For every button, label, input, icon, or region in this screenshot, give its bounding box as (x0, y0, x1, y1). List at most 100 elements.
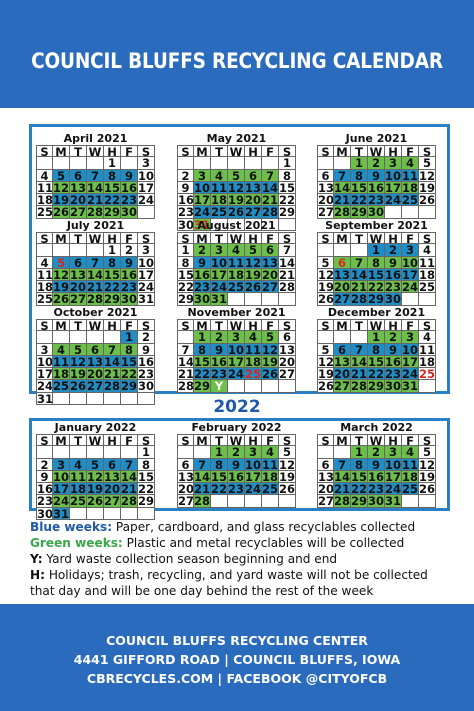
day-cell: 16 (211, 355, 228, 369)
day-cell: 25 (419, 281, 436, 294)
day-cell: 4 (402, 157, 419, 170)
day-cell: 6 (70, 256, 87, 269)
day-cell: 9 (36, 470, 53, 484)
day-cell: 26 (262, 368, 279, 381)
day-cell: 14 (334, 470, 351, 484)
day-cell: 22 (121, 368, 138, 381)
day-cell (194, 446, 211, 459)
day-header: H (385, 319, 402, 332)
day-cell: 26 (419, 483, 436, 496)
day-cell: 1 (351, 446, 368, 459)
day-cell: 31 (138, 293, 155, 306)
day-header: S (138, 319, 155, 332)
day-cell: 26 (245, 281, 262, 294)
day-cell: 27 (177, 495, 194, 508)
day-cell: 25 (245, 368, 262, 381)
day-cell (419, 206, 436, 219)
day-cell: 26 (228, 206, 245, 219)
day-cell: 11 (36, 181, 53, 195)
month-name: December 2021 (327, 307, 426, 319)
day-cell: 20 (177, 483, 194, 496)
day-cell: 20 (334, 281, 351, 294)
month-grid: S M T W H F S 1 2 3 4 5 6 7 8 9 10 11 12 13 14 15 16 17 18 19 20 21… (36, 319, 155, 406)
day-cell: 17 (228, 355, 245, 369)
page-title: COUNCIL BLUFFS RECYCLING CALENDAR (31, 49, 443, 73)
day-cell: 10 (53, 470, 70, 484)
day-cell: 2 (138, 331, 155, 344)
day-cell (177, 331, 194, 344)
day-header: H (245, 232, 262, 245)
day-header: H (385, 145, 402, 158)
day-cell: 2 (211, 331, 228, 344)
day-cell: 3 (211, 244, 228, 257)
day-cell (402, 293, 419, 306)
legend-h-text: Holidays; trash, recycling, and yard was… (44, 568, 428, 582)
day-cell: 12 (317, 268, 334, 282)
day-header: T (211, 319, 228, 332)
month-grid: S M T W H F S 1 2 3 4 5 6 7 8 9 10 11 12 13 14 15 16 17 18 19 20 21… (36, 434, 155, 521)
day-cell: 3 (385, 157, 402, 170)
day-cell: 20 (245, 194, 262, 207)
day-cell (262, 380, 279, 393)
day-cell: 4 (70, 458, 87, 471)
day-cell: 3 (36, 343, 53, 356)
day-cell: 11 (402, 458, 419, 471)
day-cell: 12 (245, 256, 262, 269)
day-cell: 7 (87, 256, 104, 269)
day-cell: 29 (279, 206, 296, 219)
day-cell: 3 (402, 331, 419, 344)
day-cell: 23 (368, 194, 385, 207)
legend-green-key: Green weeks: (30, 536, 123, 550)
day-cell (104, 507, 121, 521)
day-header: S (317, 434, 334, 447)
day-cell: 13 (87, 355, 104, 369)
month-july-2021: July 2021 S M T W H F S 1 2 3 4 5 6 7 8 9 10 11 12 13 14 15 16 1… (36, 220, 155, 306)
day-cell: 17 (138, 268, 155, 282)
day-cell: 12 (70, 355, 87, 369)
day-cell: 7 (87, 169, 104, 182)
day-cell: 4 (36, 256, 53, 269)
day-cell (351, 331, 368, 344)
day-cell: 10 (245, 458, 262, 471)
day-cell: 22 (177, 281, 194, 294)
day-cell: 7 (262, 169, 279, 182)
day-cell (104, 446, 121, 459)
day-cell (53, 157, 70, 170)
day-cell: 5 (262, 331, 279, 344)
day-cell (211, 495, 228, 508)
day-cell: 9 (177, 181, 194, 195)
day-header: T (211, 232, 228, 245)
month-january-2022: January 2022 S M T W H F S 1 2 3 4 5 6 7 8 9 10 11 12 13 14 15… (36, 422, 155, 521)
day-cell: 4 (36, 169, 53, 182)
day-cell: 7 (351, 343, 368, 356)
day-cell: 18 (211, 194, 228, 207)
day-header: H (104, 232, 121, 245)
year-2022-heading: 2022 (213, 397, 261, 417)
day-cell (138, 507, 155, 521)
day-cell: 16 (194, 268, 211, 282)
day-cell: 29 (351, 206, 368, 219)
day-cell: 7 (177, 343, 194, 356)
day-cell (138, 392, 155, 406)
day-cell: 13 (70, 268, 87, 282)
day-header: T (70, 319, 87, 332)
month-name: November 2021 (187, 307, 286, 319)
day-cell: 27 (87, 380, 104, 393)
day-cell: 10 (228, 343, 245, 356)
day-cell: 19 (53, 194, 70, 207)
day-header: M (334, 145, 351, 158)
day-cell: 26 (53, 206, 70, 219)
month-name: August 2021 (197, 220, 276, 232)
day-header: F (121, 434, 138, 447)
day-cell: 23 (177, 206, 194, 219)
day-cell: 11 (419, 343, 436, 356)
legend-blue: Blue weeks: Paper, cardboard, and glass … (30, 519, 460, 535)
day-header: H (245, 145, 262, 158)
day-header: F (402, 319, 419, 332)
day-header: H (245, 434, 262, 447)
day-cell: 23 (385, 368, 402, 381)
day-cell: 16 (368, 470, 385, 484)
day-cell: 2 (194, 244, 211, 257)
day-cell (36, 331, 53, 344)
